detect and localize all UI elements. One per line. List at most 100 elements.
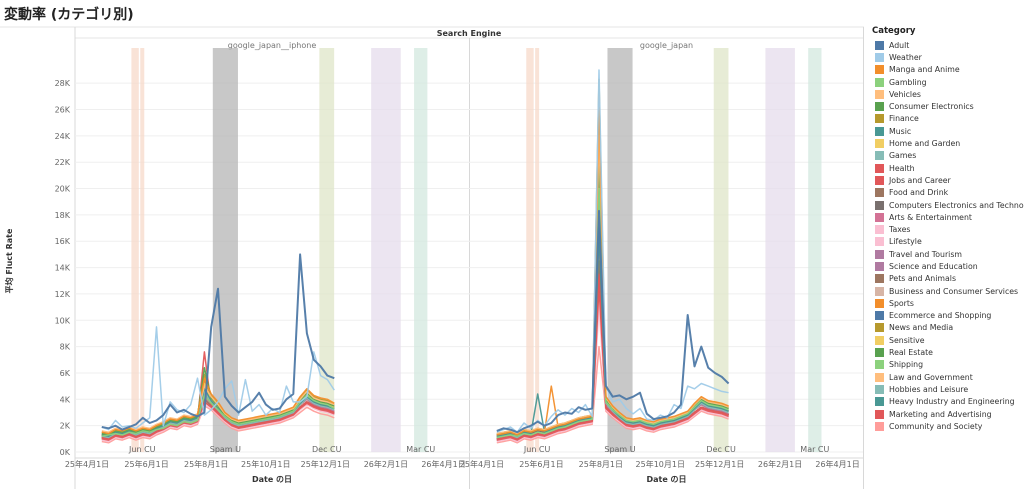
legend-item[interactable]: Food and Drink (868, 187, 1024, 199)
legend-label: Real Estate (889, 348, 933, 358)
y-tick-label: 14K (55, 264, 71, 273)
legend-item[interactable]: Pets and Animals (868, 273, 1024, 285)
legend-label: Jobs and Career (889, 175, 951, 185)
legend-item[interactable]: Law and Government (868, 371, 1024, 383)
legend-swatch (875, 126, 884, 136)
legend-item[interactable]: Heavy Industry and Engineering (868, 396, 1024, 408)
legend-item[interactable]: Marketing and Advertising (868, 408, 1024, 420)
legend-item[interactable]: Arts & Entertainment (868, 211, 1024, 223)
legend-label: Heavy Industry and Engineering (889, 397, 1015, 407)
legend-label: Arts & Entertainment (889, 212, 972, 222)
legend-item[interactable]: Consumer Electronics (868, 100, 1024, 112)
legend-swatch (875, 89, 884, 99)
y-tick-label: 2K (60, 422, 71, 431)
legend-item[interactable]: Home and Garden (868, 137, 1024, 149)
legend-label: Ecommerce and Shopping (889, 311, 992, 321)
series-line-3 (496, 95, 729, 436)
legend-swatch (875, 409, 884, 419)
legend-swatch (875, 139, 884, 149)
legend-swatch (875, 335, 884, 345)
legend-item[interactable]: Ecommerce and Shopping (868, 310, 1024, 322)
legend-item[interactable]: Gambling (868, 76, 1024, 88)
legend-label: Weather (889, 52, 922, 62)
legend-item[interactable]: Finance (868, 113, 1024, 125)
x-tick-label: 25年6月1日 (519, 459, 563, 469)
x-tick-label: 25年6月1日 (124, 459, 168, 469)
legend-label: News and Media (889, 323, 954, 333)
legend-swatch (875, 77, 884, 87)
legend-item[interactable]: Shipping (868, 359, 1024, 371)
x-axis-title: Date の日 (252, 475, 292, 484)
legend-label: Pets and Animals (889, 274, 957, 284)
y-tick-label: 4K (60, 395, 71, 404)
legend-label: Shipping (889, 360, 924, 370)
legend-item[interactable]: Hobbies and Leisure (868, 383, 1024, 395)
legend-item[interactable]: Lifestyle (868, 236, 1024, 248)
legend-item[interactable]: Manga and Anime (868, 64, 1024, 76)
event-band-label: Dec CU (706, 445, 736, 454)
event-band (808, 48, 822, 452)
series-line-16 (101, 403, 335, 443)
series-line-12 (101, 351, 335, 440)
legend-label: Marketing and Advertising (889, 409, 992, 419)
legend-label: Games (889, 151, 917, 161)
series-line-4 (101, 394, 335, 437)
legend-item[interactable]: Sensitive (868, 334, 1024, 346)
legend-swatch (875, 360, 884, 370)
series-line-16 (496, 306, 729, 443)
legend-item[interactable]: Games (868, 150, 1024, 162)
legend-item[interactable]: Community and Society (868, 420, 1024, 432)
event-band (765, 48, 795, 452)
panel-title: google_japan (640, 41, 693, 50)
legend-swatch (875, 286, 884, 296)
legend-swatch (875, 40, 884, 50)
legend-item[interactable]: Jobs and Career (868, 174, 1024, 186)
legend-item[interactable]: Taxes (868, 223, 1024, 235)
series-line-4 (496, 187, 729, 439)
legend-item[interactable]: Weather (868, 51, 1024, 63)
y-tick-label: 16K (55, 237, 71, 246)
legend-item[interactable]: Adult (868, 39, 1024, 51)
legend-swatch (875, 237, 884, 247)
legend-item[interactable]: Music (868, 125, 1024, 137)
legend-swatch (875, 261, 884, 271)
y-tick-label: 26K (55, 106, 71, 115)
x-tick-label: 26年2月1日 (758, 459, 802, 469)
legend-label: Finance (889, 114, 919, 124)
legend-swatch (875, 163, 884, 173)
legend-swatch (875, 348, 884, 358)
event-band-label: Dec CU (312, 445, 342, 454)
legend-label: Hobbies and Leisure (889, 384, 969, 394)
event-band (131, 48, 139, 452)
series-line-1 (101, 253, 335, 431)
legend-title: Category (872, 26, 916, 36)
series-line-5 (101, 385, 335, 433)
legend-item[interactable]: News and Media (868, 322, 1024, 334)
y-tick-label: 10K (55, 316, 71, 325)
x-tick-label: 25年8月1日 (579, 459, 623, 469)
legend-item[interactable]: Business and Consumer Services (868, 285, 1024, 297)
legend-label: Science and Education (889, 261, 978, 271)
legend-item[interactable]: Vehicles (868, 88, 1024, 100)
event-band (526, 48, 534, 452)
x-tick-label: 26年2月1日 (364, 459, 408, 469)
y-tick-label: 12K (55, 290, 71, 299)
legend-label: Law and Government (889, 372, 973, 382)
legend-swatch (875, 225, 884, 235)
series-line-11 (496, 273, 729, 441)
legend-swatch (875, 421, 884, 431)
legend-item[interactable]: Science and Education (868, 260, 1024, 272)
legend-label: Lifestyle (889, 237, 922, 247)
legend-label: Computers Electronics and Technology (889, 200, 1024, 210)
legend-swatch (875, 65, 884, 75)
legend-item[interactable]: Computers Electronics and Technology (868, 199, 1024, 211)
legend-label: Manga and Anime (889, 65, 960, 75)
legend-item[interactable]: Travel and Tourism (868, 248, 1024, 260)
event-band-label: Spam U (604, 445, 635, 454)
legend-item[interactable]: Health (868, 162, 1024, 174)
legend-label: Vehicles (889, 89, 921, 99)
legend-item[interactable]: Real Estate (868, 346, 1024, 358)
legend-item[interactable]: Sports (868, 297, 1024, 309)
event-band-label: Mar CU (800, 445, 829, 454)
y-tick-label: 0K (60, 448, 71, 457)
